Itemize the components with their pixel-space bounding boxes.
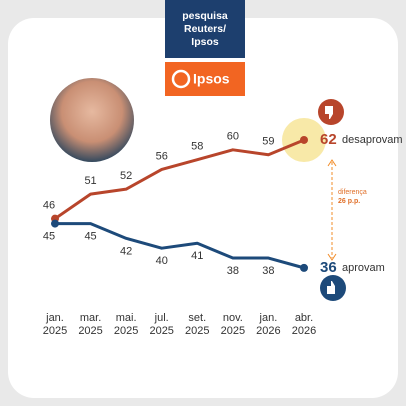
x-tick-label: abr. 2026 bbox=[291, 312, 317, 337]
logo-text: Ipsos bbox=[193, 71, 230, 87]
value-label: 41 bbox=[191, 250, 203, 262]
point bbox=[51, 219, 59, 228]
value-label: 45 bbox=[84, 231, 96, 243]
value-label: 38 bbox=[227, 265, 239, 277]
value-label: 38 bbox=[262, 265, 274, 277]
x-tick-label: jul. 2025 bbox=[149, 312, 174, 337]
logo-box bbox=[165, 62, 245, 96]
thumbs-down-glyph bbox=[325, 106, 333, 119]
logo-icon bbox=[171, 69, 191, 89]
series-name: desaprovam bbox=[342, 134, 403, 146]
x-tick-label: nov. 2025 bbox=[220, 312, 246, 337]
value-label: 42 bbox=[120, 245, 132, 257]
value-label: 45 bbox=[43, 231, 55, 243]
value-label: 52 bbox=[120, 170, 132, 182]
value-label: 58 bbox=[191, 141, 203, 153]
x-tick-label: jan. 2026 bbox=[256, 312, 281, 337]
value-label: 60 bbox=[227, 131, 239, 143]
x-tick-label: jan. 2025 bbox=[42, 312, 68, 337]
header-title: pesquisa Reuters/ Ipsos bbox=[165, 0, 245, 58]
x-tick-label: mai. 2025 bbox=[113, 312, 139, 337]
series-name: aprovam bbox=[342, 262, 385, 274]
thumbs-up-glyph bbox=[327, 281, 335, 294]
value-label: 62 bbox=[320, 131, 337, 148]
value-label: 56 bbox=[156, 150, 168, 162]
line bbox=[55, 222, 305, 270]
point bbox=[300, 135, 308, 144]
point bbox=[300, 263, 308, 272]
value-label: 40 bbox=[156, 255, 168, 267]
x-tick-label: mar. 2025 bbox=[78, 312, 103, 337]
annotation: 26 p.p. bbox=[338, 198, 360, 205]
value-label: 36 bbox=[320, 259, 337, 276]
annotation: diferença bbox=[338, 189, 367, 196]
value-label: 51 bbox=[84, 175, 96, 187]
line bbox=[54, 138, 305, 220]
photo bbox=[50, 78, 134, 162]
value-label: 59 bbox=[262, 136, 274, 148]
arrow-heads bbox=[327, 159, 337, 261]
value-label: 46 bbox=[43, 200, 55, 212]
x-tick-label: set. 2025 bbox=[185, 312, 210, 337]
